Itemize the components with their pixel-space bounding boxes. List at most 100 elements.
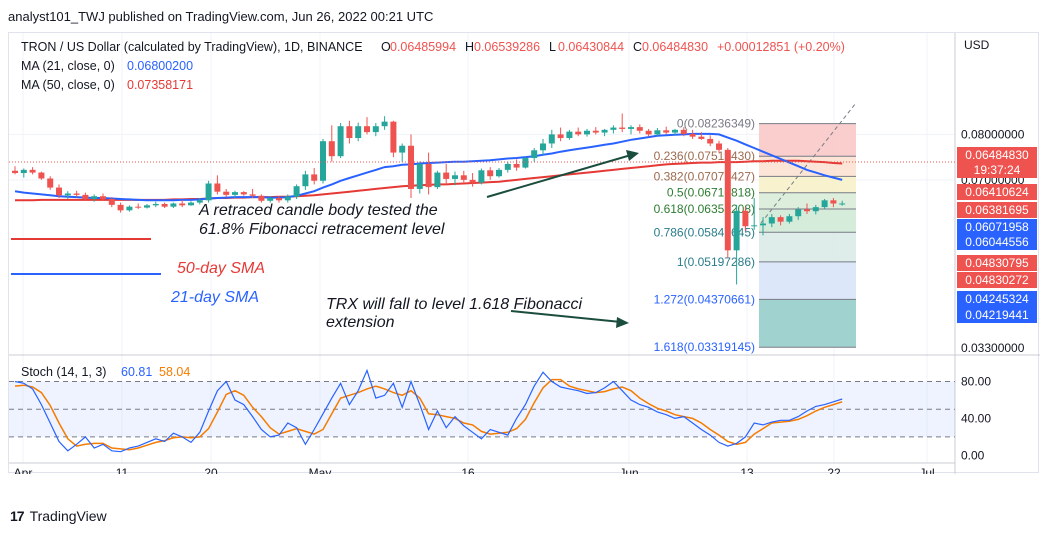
candle-body[interactable] [716, 143, 722, 150]
candle-body[interactable] [540, 143, 546, 151]
candle-body[interactable] [487, 170, 494, 177]
candle-body[interactable] [267, 198, 274, 201]
candle-body[interactable] [390, 121, 397, 153]
candle-body[interactable] [258, 195, 265, 201]
fib-trend-line[interactable] [760, 102, 857, 224]
candle-body[interactable] [619, 127, 626, 129]
fall-arrow[interactable] [510, 310, 622, 323]
candle-body[interactable] [830, 200, 837, 204]
candle-body[interactable] [408, 145, 414, 189]
candle-body[interactable] [381, 121, 388, 127]
candle-body[interactable] [346, 126, 353, 139]
candle-body[interactable] [179, 203, 186, 206]
stoch-d-line[interactable] [14, 378, 843, 451]
candle-body[interactable] [126, 206, 133, 211]
candle-body[interactable] [504, 163, 511, 170]
candle-body[interactable] [38, 172, 45, 179]
candle-body[interactable] [364, 126, 370, 133]
candle-body[interactable] [724, 149, 731, 251]
candle-body[interactable] [733, 210, 740, 251]
candle-body[interactable] [654, 130, 661, 135]
candle-body[interactable] [460, 175, 467, 180]
candle-body[interactable] [777, 217, 784, 222]
candle-body[interactable] [240, 192, 247, 195]
candle-body[interactable] [531, 150, 538, 159]
candle-body[interactable] [751, 225, 758, 227]
candle-body[interactable] [557, 134, 564, 139]
candle-body[interactable] [144, 205, 150, 208]
candle-body[interactable] [821, 200, 828, 208]
candle-body[interactable] [804, 209, 810, 212]
candle-body[interactable] [170, 203, 177, 207]
candle-body[interactable] [214, 183, 221, 192]
candle-body[interactable] [566, 131, 573, 139]
candle-body[interactable] [548, 134, 555, 144]
candle-body[interactable] [584, 130, 590, 135]
candle-body[interactable] [372, 126, 379, 133]
stochastic-pane[interactable]: 80.00 40.00 0.00 [9, 368, 991, 462]
candle-body[interactable] [839, 203, 846, 205]
retrace-annotation-line1[interactable]: A retraced candle body tested the [198, 202, 438, 219]
candle-body[interactable] [320, 141, 326, 181]
candle-body[interactable] [64, 193, 71, 196]
candle-body[interactable] [434, 172, 441, 188]
candle-body[interactable] [672, 129, 678, 133]
candle-body[interactable] [135, 206, 142, 208]
candle-body[interactable] [284, 196, 291, 201]
fall-annotation-line1[interactable]: TRX will fall to level 1.618 Fibonacci [326, 296, 583, 313]
candle-body[interactable] [302, 174, 309, 187]
candle-body[interactable] [425, 163, 432, 188]
candle-body[interactable] [610, 127, 617, 130]
candle-body[interactable] [276, 198, 282, 201]
candle-body[interactable] [812, 207, 819, 212]
candle-body[interactable] [117, 204, 124, 211]
sma21-annotation[interactable]: 21-day SMA [170, 289, 259, 306]
candle-body[interactable] [628, 127, 634, 129]
candle-body[interactable] [795, 209, 802, 217]
candle-body[interactable] [108, 198, 115, 205]
candle-body[interactable] [689, 133, 696, 137]
candle-body[interactable] [742, 210, 749, 227]
candle-body[interactable] [20, 169, 27, 174]
candle-body[interactable] [56, 187, 62, 196]
candle-body[interactable] [337, 126, 344, 157]
candle-body[interactable] [196, 200, 203, 203]
candle-body[interactable] [680, 129, 687, 134]
candle-body[interactable] [293, 186, 300, 197]
candle-body[interactable] [452, 175, 458, 179]
candle-body[interactable] [636, 127, 643, 131]
candle-body[interactable] [698, 136, 705, 139]
candle-body[interactable] [232, 192, 238, 195]
candle-body[interactable] [786, 216, 793, 222]
candle-body[interactable] [161, 203, 168, 207]
candle-body[interactable] [760, 223, 766, 226]
candle-body[interactable] [249, 194, 256, 196]
candles[interactable] [12, 113, 846, 285]
candle-body[interactable] [311, 174, 318, 181]
retrace-arrow[interactable] [486, 154, 632, 198]
candle-body[interactable] [768, 217, 775, 224]
candle-body[interactable] [91, 196, 98, 199]
candle-body[interactable] [496, 169, 502, 177]
candle-body[interactable] [575, 131, 582, 135]
candle-body[interactable] [47, 178, 54, 188]
candle-body[interactable] [82, 194, 89, 199]
chart-frame[interactable]: 0(0.08236349) 0.236(0.07519430) 0.382(0.07… [8, 32, 1040, 480]
chart-canvas[interactable]: 0(0.08236349)0.236(0.07519430)0.382(0.07… [9, 33, 1040, 480]
candle-body[interactable] [100, 196, 106, 199]
candle-body[interactable] [355, 126, 362, 139]
candle-body[interactable] [513, 163, 520, 168]
candle-body[interactable] [188, 202, 194, 206]
candle-body[interactable] [416, 163, 423, 189]
candle-body[interactable] [328, 141, 335, 157]
time-axis[interactable]: Apr 11 20 May 16 Jun 13 22 Jul [14, 466, 935, 480]
candle-body[interactable] [663, 130, 670, 133]
candle-body[interactable] [73, 193, 80, 195]
candle-body[interactable] [443, 172, 450, 179]
stoch-k-line[interactable] [14, 368, 843, 453]
candle-body[interactable] [152, 203, 159, 206]
candle-body[interactable] [223, 191, 230, 195]
candle-body[interactable] [707, 138, 714, 144]
candle-body[interactable] [29, 169, 36, 173]
candle-body[interactable] [399, 145, 406, 153]
